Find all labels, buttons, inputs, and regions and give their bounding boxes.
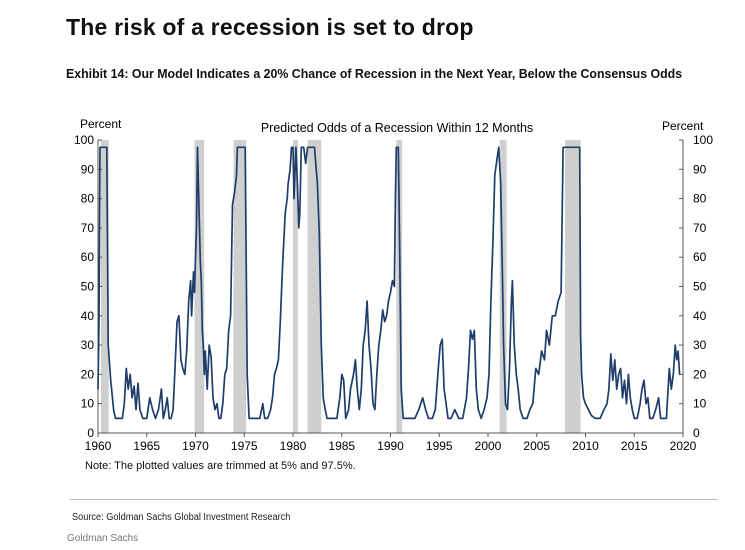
exhibit-title: Exhibit 14: Our Model Indicates a 20% Ch… bbox=[66, 66, 683, 81]
y-tick-label-right: 40 bbox=[693, 309, 707, 323]
y-tick-label-left: 90 bbox=[81, 162, 95, 176]
x-tick-label: 1995 bbox=[426, 439, 453, 453]
y-tick-label-right: 60 bbox=[693, 250, 707, 264]
x-tick-label: 1960 bbox=[85, 439, 112, 453]
ylabel-left: Percent bbox=[80, 117, 122, 131]
y-tick-label-left: 0 bbox=[87, 426, 94, 440]
recession-band-1 bbox=[194, 140, 205, 433]
y-tick-label-right: 0 bbox=[693, 426, 700, 440]
y-tick-label-right: 70 bbox=[693, 221, 707, 235]
y-tick-label-right: 10 bbox=[693, 397, 707, 411]
recession-band-4 bbox=[307, 140, 322, 433]
y-tick-label-left: 60 bbox=[81, 250, 95, 264]
ylabel-right: Percent bbox=[662, 119, 704, 133]
divider bbox=[70, 499, 718, 500]
x-tick-label: 2005 bbox=[523, 439, 550, 453]
x-tick-label: 1990 bbox=[377, 439, 404, 453]
x-tick-label: 1975 bbox=[231, 439, 258, 453]
y-tick-label-right: 20 bbox=[693, 367, 707, 381]
recession-band-7 bbox=[565, 140, 581, 433]
x-tick-label: 1985 bbox=[328, 439, 355, 453]
x-tick-label: 2010 bbox=[572, 439, 599, 453]
x-tick-label: 1980 bbox=[280, 439, 307, 453]
y-tick-label-left: 30 bbox=[81, 338, 95, 352]
y-tick-label-left: 50 bbox=[81, 280, 95, 294]
y-tick-label-right: 90 bbox=[693, 162, 707, 176]
x-tick-label: 2000 bbox=[475, 439, 502, 453]
y-tick-label-left: 20 bbox=[81, 367, 95, 381]
y-tick-label-right: 30 bbox=[693, 338, 707, 352]
recession-band-2 bbox=[233, 140, 247, 433]
footer-brand: Goldman Sachs bbox=[67, 533, 139, 544]
x-tick-label: 2015 bbox=[621, 439, 648, 453]
y-tick-label-left: 40 bbox=[81, 309, 95, 323]
y-tick-label-left: 100 bbox=[74, 133, 94, 147]
series-line-predicted-odds bbox=[97, 146, 681, 420]
x-tick-label: 1965 bbox=[133, 439, 160, 453]
chart-note: Note: The plotted values are trimmed at … bbox=[85, 460, 356, 472]
recession-band-0 bbox=[100, 140, 109, 433]
x-tick-label: 1970 bbox=[182, 439, 209, 453]
y-tick-label-right: 50 bbox=[693, 280, 707, 294]
recession-band-3 bbox=[293, 140, 298, 433]
y-tick-label-left: 10 bbox=[81, 397, 95, 411]
x-tick-label: 2020 bbox=[670, 439, 697, 453]
y-tick-label-left: 80 bbox=[81, 192, 95, 206]
y-tick-label-left: 70 bbox=[81, 221, 95, 235]
source-line: Source: Goldman Sachs Global Investment … bbox=[72, 512, 291, 523]
page-headline: The risk of a recession is set to drop bbox=[66, 14, 474, 40]
chart-title: Predicted Odds of a Recession Within 12 … bbox=[261, 121, 533, 135]
y-tick-label-right: 80 bbox=[693, 192, 707, 206]
y-tick-label-right: 100 bbox=[693, 133, 713, 147]
